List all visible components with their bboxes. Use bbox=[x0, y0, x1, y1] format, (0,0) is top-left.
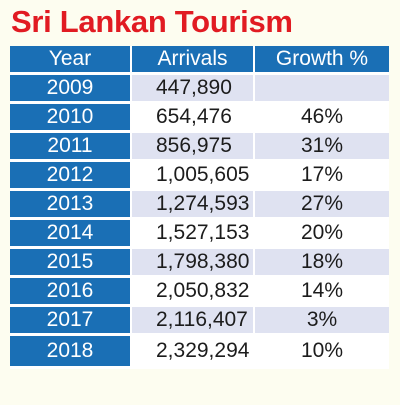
year-cell: 2018 bbox=[10, 336, 132, 369]
arrivals-cell: 2,050,832 bbox=[132, 278, 255, 307]
growth-cell: 14% bbox=[255, 278, 389, 307]
column-header-arrivals: Arrivals bbox=[132, 46, 255, 75]
table-header-row: Year Arrivals Growth % bbox=[10, 46, 389, 75]
arrivals-cell: 2,329,294 bbox=[132, 336, 255, 369]
table-row: 2014 1,527,153 20% bbox=[10, 220, 389, 249]
table-row: 2012 1,005,605 17% bbox=[10, 162, 389, 191]
table-row: 2017 2,116,407 3% bbox=[10, 307, 389, 336]
year-cell: 2016 bbox=[10, 278, 132, 307]
tourism-table: Year Arrivals Growth % 2009 447,890 2010… bbox=[10, 46, 389, 369]
arrivals-cell: 447,890 bbox=[132, 75, 255, 104]
year-cell: 2009 bbox=[10, 75, 132, 104]
column-header-growth: Growth % bbox=[255, 46, 389, 75]
growth-cell: 3% bbox=[255, 307, 389, 336]
table-row: 2013 1,274,593 27% bbox=[10, 191, 389, 220]
growth-cell: 18% bbox=[255, 249, 389, 278]
year-cell: 2014 bbox=[10, 220, 132, 249]
arrivals-cell: 654,476 bbox=[132, 104, 255, 133]
growth-cell: 20% bbox=[255, 220, 389, 249]
growth-cell: 46% bbox=[255, 104, 389, 133]
year-cell: 2011 bbox=[10, 133, 132, 162]
year-cell: 2010 bbox=[10, 104, 132, 133]
growth-cell bbox=[255, 75, 389, 104]
year-cell: 2017 bbox=[10, 307, 132, 336]
year-cell: 2015 bbox=[10, 249, 132, 278]
table-row: 2009 447,890 bbox=[10, 75, 389, 104]
growth-cell: 10% bbox=[255, 336, 389, 369]
year-cell: 2013 bbox=[10, 191, 132, 220]
table-row: 2015 1,798,380 18% bbox=[10, 249, 389, 278]
table-row: 2011 856,975 31% bbox=[10, 133, 389, 162]
page-title: Sri Lankan Tourism bbox=[11, 4, 293, 39]
growth-cell: 27% bbox=[255, 191, 389, 220]
arrivals-cell: 1,527,153 bbox=[132, 220, 255, 249]
arrivals-cell: 856,975 bbox=[132, 133, 255, 162]
column-header-year: Year bbox=[10, 46, 132, 75]
table-row: 2010 654,476 46% bbox=[10, 104, 389, 133]
year-cell: 2012 bbox=[10, 162, 132, 191]
arrivals-cell: 1,274,593 bbox=[132, 191, 255, 220]
growth-cell: 31% bbox=[255, 133, 389, 162]
arrivals-cell: 2,116,407 bbox=[132, 307, 255, 336]
table-row: 2016 2,050,832 14% bbox=[10, 278, 389, 307]
table-row: 2018 2,329,294 10% bbox=[10, 336, 389, 369]
arrivals-cell: 1,005,605 bbox=[132, 162, 255, 191]
arrivals-cell: 1,798,380 bbox=[132, 249, 255, 278]
growth-cell: 17% bbox=[255, 162, 389, 191]
